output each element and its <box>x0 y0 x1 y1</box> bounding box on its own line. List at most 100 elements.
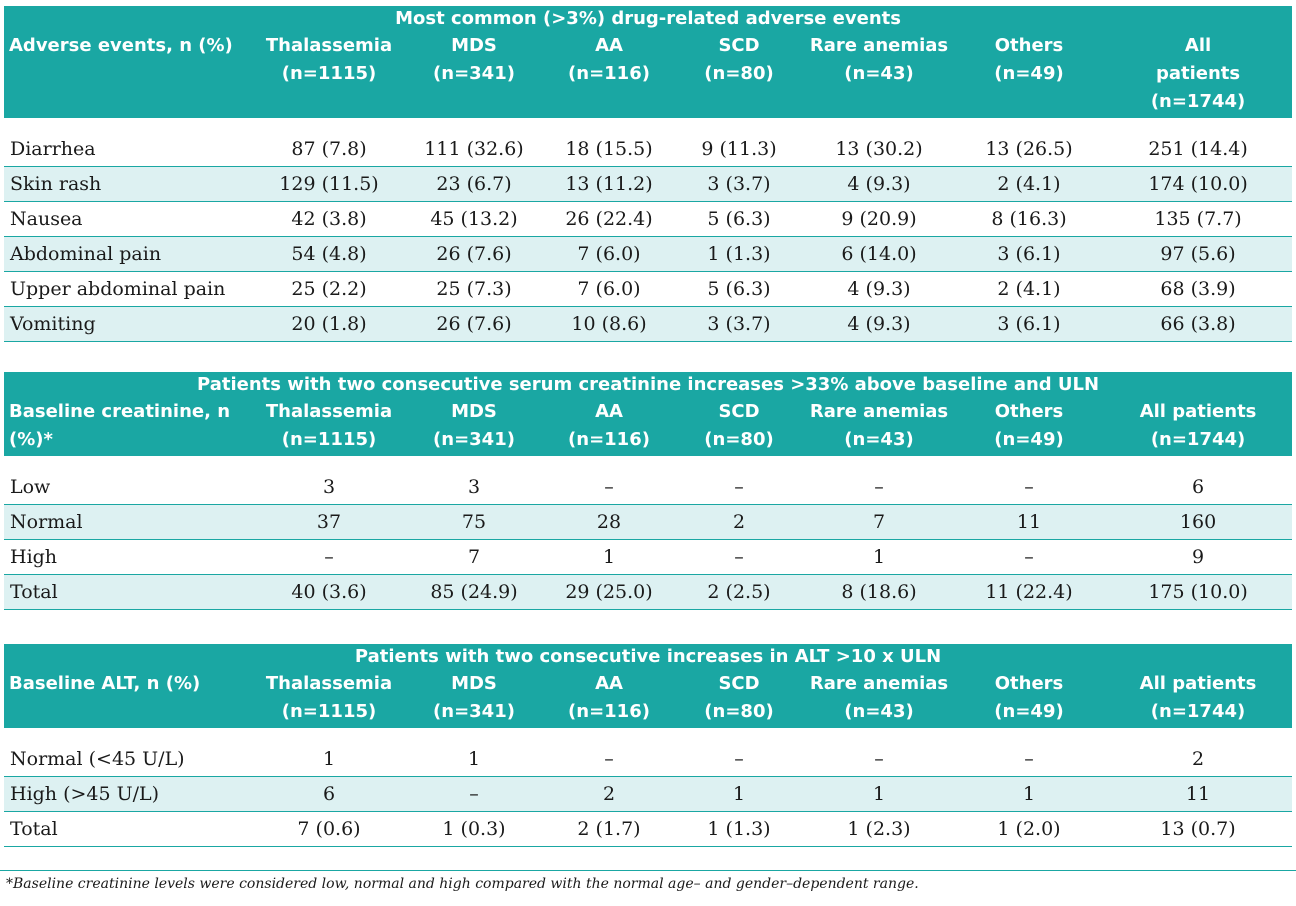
column-header: AA (n=116) <box>544 670 674 728</box>
row-label: High (>45 U/L) <box>4 776 254 812</box>
row-label: Diarrhea <box>4 132 254 167</box>
table-cell: 1 (1.3) <box>674 236 804 272</box>
column-header-line: Rare anemias <box>809 35 949 56</box>
table-cell: 3 (3.7) <box>674 306 804 342</box>
table-cell: 3 (6.1) <box>954 306 1104 342</box>
table-cell: 175 (10.0) <box>1104 574 1293 610</box>
column-header-line: Others <box>994 401 1064 422</box>
column-header-line: (n=43) <box>844 429 914 450</box>
table-cell: 1 <box>954 776 1104 812</box>
table-cell: 2 <box>544 776 674 812</box>
table-cell: 54 (4.8) <box>254 236 404 272</box>
table-cell: 11 <box>954 504 1104 540</box>
table-cell: 26 (22.4) <box>544 201 674 237</box>
column-header-line: SCD <box>718 401 760 422</box>
table-cell: 1 <box>254 742 404 777</box>
table-row: Abdominal pain 54 (4.8) 26 (7.6) 7 (6.0) 1 (… <box>4 236 1293 272</box>
table-cell: 1 (2.0) <box>954 811 1104 847</box>
table-cell: – <box>674 539 804 575</box>
footnote-separator <box>0 870 1296 871</box>
table-cell: – <box>674 742 804 777</box>
table-cell: 111 (32.6) <box>404 132 544 167</box>
column-header-line: AA <box>595 401 623 422</box>
column-header-line: All patients <box>1139 673 1257 694</box>
column-header-line: (n=1744) <box>1150 429 1246 450</box>
column-header: All patients (n=1744) <box>1104 398 1292 456</box>
table-cell: 6 <box>254 776 404 812</box>
table-cell: 2 (4.1) <box>954 166 1104 202</box>
column-header-line: (n=1744) <box>1150 701 1246 722</box>
table-cell: – <box>804 742 954 777</box>
table-cell: 66 (3.8) <box>1104 306 1293 342</box>
table-cell: 7 <box>804 504 954 540</box>
column-header: Thalassemia (n=1115) <box>254 398 404 456</box>
table-cell: 4 (9.3) <box>804 271 954 307</box>
table-cell: 13 (11.2) <box>544 166 674 202</box>
table-title: Patients with two consecutive serum crea… <box>197 374 1100 395</box>
table-cell: 7 (0.6) <box>254 811 404 847</box>
column-header-line: Thalassemia <box>265 673 393 694</box>
column-header-line: (n=341) <box>433 63 515 84</box>
column-header: Thalassemia (n=1115) <box>254 32 404 118</box>
table-cell: 25 (2.2) <box>254 271 404 307</box>
column-header-line: (n=49) <box>994 701 1064 722</box>
table-cell: 42 (3.8) <box>254 201 404 237</box>
table-cell: 3 <box>254 470 404 505</box>
column-header: MDS (n=341) <box>404 398 544 456</box>
column-header: All patients (n=1744) <box>1104 670 1292 728</box>
column-header-line: patients <box>1155 63 1241 84</box>
table-cell: 87 (7.8) <box>254 132 404 167</box>
column-header-line: MDS <box>451 35 497 56</box>
column-header: SCD (n=80) <box>674 32 804 118</box>
table-cell: 13 (30.2) <box>804 132 954 167</box>
table-row: Upper abdominal pain 25 (2.2) 25 (7.3) 7 (6… <box>4 271 1293 307</box>
table-row: Normal (<45 U/L) 1 1– – – –2 <box>4 742 1293 777</box>
column-header: Rare anemias (n=43) <box>804 398 954 456</box>
column-header-line: (n=1115) <box>281 429 377 450</box>
table-title: Patients with two consecutive increases … <box>354 646 942 667</box>
column-header-line: (n=49) <box>994 63 1064 84</box>
row-label: Low <box>4 470 254 505</box>
column-header-line: SCD <box>718 35 760 56</box>
alt-table: Patients with two consecutive increases … <box>4 644 1293 847</box>
column-header-line: (n=43) <box>844 63 914 84</box>
column-header-line: (n=49) <box>994 429 1064 450</box>
row-label: Total <box>4 574 254 610</box>
table-cell: 9 (11.3) <box>674 132 804 167</box>
table-cell: – <box>544 742 674 777</box>
table-cell: 13 (0.7) <box>1104 811 1293 847</box>
table-row: High –7 1–1–9 <box>4 539 1293 575</box>
table-cell: 9 (20.9) <box>804 201 954 237</box>
column-header: AA (n=116) <box>544 32 674 118</box>
table-row: Vomiting 20 (1.8) 26 (7.6) 10 (8.6) 3 (3.7) 4… <box>4 306 1293 342</box>
row-header-label: Adverse events, n (%) <box>9 35 233 56</box>
table-cell: 8 (16.3) <box>954 201 1104 237</box>
column-header-line: (n=1115) <box>281 63 377 84</box>
table-cell: 8 (18.6) <box>804 574 954 610</box>
table-cell: – <box>954 742 1104 777</box>
table-cell: – <box>544 470 674 505</box>
table-cell: 23 (6.7) <box>404 166 544 202</box>
column-header: Others (n=49) <box>954 32 1104 118</box>
column-header: Others (n=49) <box>954 670 1104 728</box>
table-cell: 40 (3.6) <box>254 574 404 610</box>
column-header-line: (n=116) <box>568 63 650 84</box>
table-row: Skin rash 129 (11.5) 23 (6.7) 13 (11.2) 3 (3… <box>4 166 1293 202</box>
footnote: *Baseline creatinine levels were conside… <box>6 876 919 892</box>
table-cell: – <box>254 539 404 575</box>
table-cell: 2 (1.7) <box>544 811 674 847</box>
column-header-line: Others <box>994 35 1064 56</box>
row-label: Normal (<45 U/L) <box>4 742 254 777</box>
table-row: Normal 37 75 28 2 7 11 160 <box>4 504 1293 540</box>
column-header-line: AA <box>595 35 623 56</box>
column-header: SCD (n=80) <box>674 670 804 728</box>
row-label: High <box>4 539 254 575</box>
row-label: Nausea <box>4 201 254 237</box>
table-cell: 26 (7.6) <box>404 236 544 272</box>
table-cell: 6 <box>1104 470 1293 505</box>
table-cell: 3 <box>404 470 544 505</box>
table-cell: 2 (2.5) <box>674 574 804 610</box>
table-cell: 7 (6.0) <box>544 271 674 307</box>
table-cell: 2 <box>674 504 804 540</box>
table-cell: 5 (6.3) <box>674 271 804 307</box>
